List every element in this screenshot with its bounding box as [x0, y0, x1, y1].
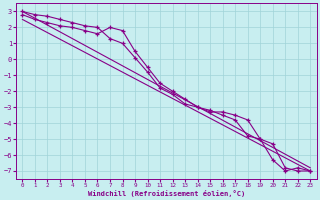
X-axis label: Windchill (Refroidissement éolien,°C): Windchill (Refroidissement éolien,°C) — [88, 190, 245, 197]
